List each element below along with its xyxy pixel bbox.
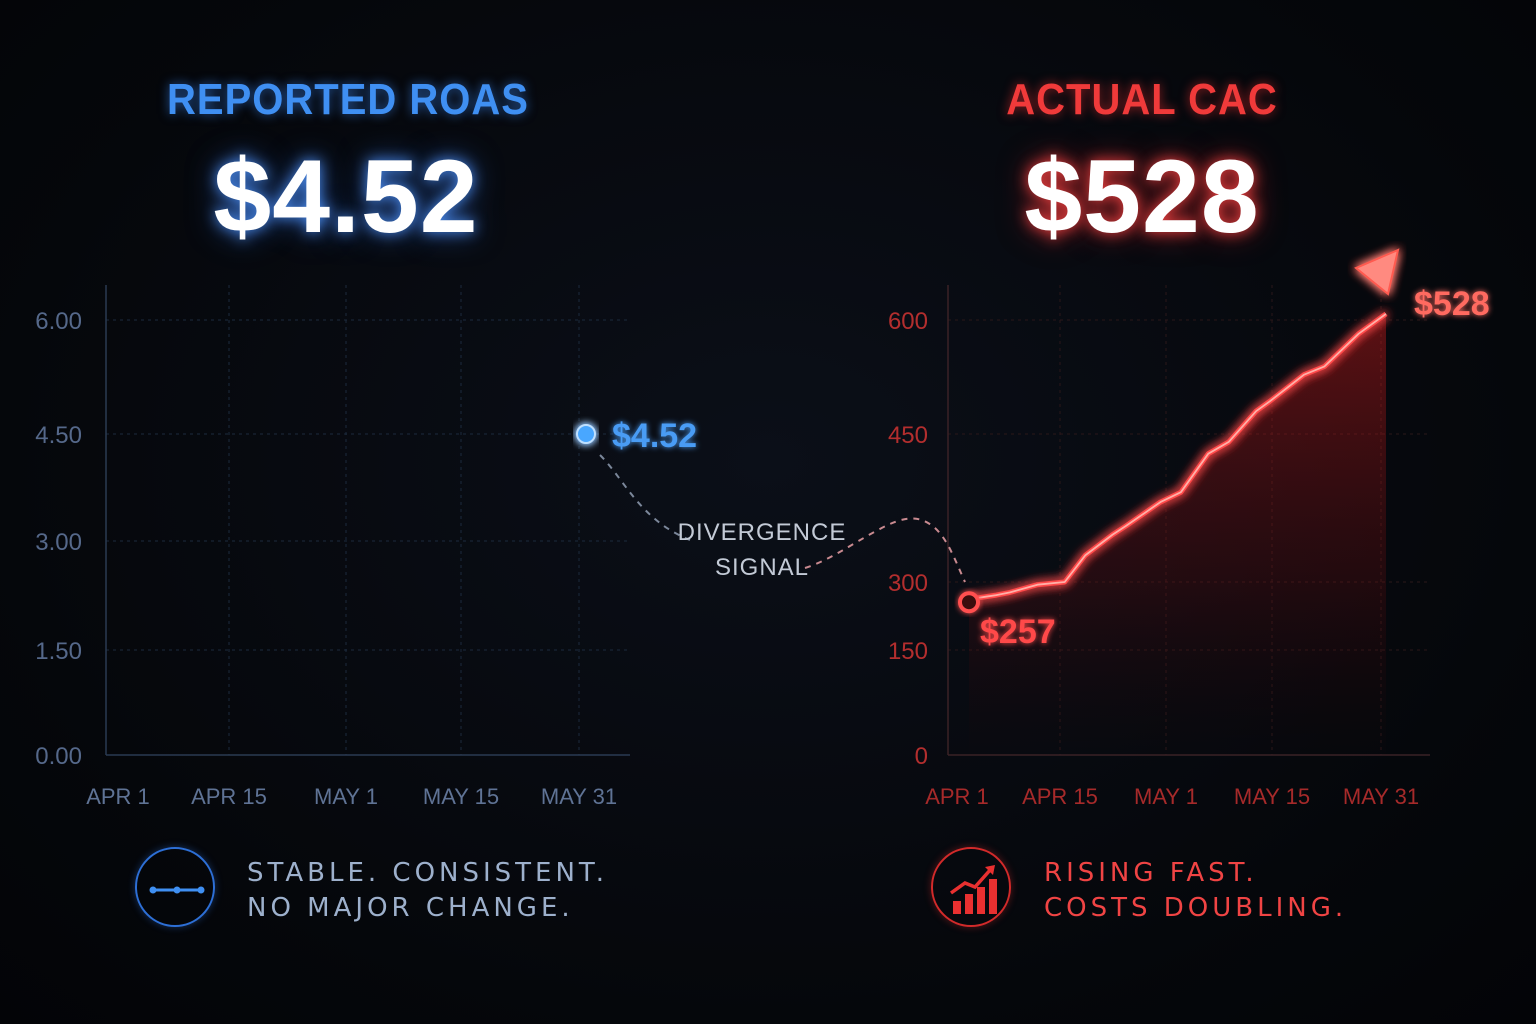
cac-area-fill <box>969 313 1386 755</box>
cac-x-tick-label: MAY 15 <box>1234 784 1310 809</box>
cac-y-tick-label: 150 <box>888 638 928 665</box>
roas-title: REPORTED ROAS <box>167 76 529 124</box>
connector-label-line-2: SIGNAL <box>715 554 809 581</box>
cac-y-tick-label: 600 <box>888 308 928 335</box>
roas-y-tick-label: 6.00 <box>35 308 82 335</box>
cac-arrow-head <box>1354 248 1400 296</box>
roas-x-tick-label: APR 15 <box>191 784 267 809</box>
connector-dash-right <box>804 517 966 583</box>
roas-y-tick-label: 1.50 <box>35 638 82 665</box>
roas-footer-line-1: STABLE. CONSISTENT. <box>247 858 608 888</box>
roas-y-tick-label: 0.00 <box>35 743 82 770</box>
roas-x-tick-label: MAY 15 <box>423 784 499 809</box>
roas-big-value: $4.52 <box>213 139 479 255</box>
roas-footer: STABLE. CONSISTENT. NO MAJOR CHANGE. <box>247 856 608 926</box>
cac-y-tick-label: 0 <box>915 743 928 770</box>
roas-footer-line-2: NO MAJOR CHANGE. <box>247 893 574 923</box>
cac-start-label: $257 <box>980 613 1056 651</box>
cac-y-tick-label: 450 <box>888 422 928 449</box>
cac-x-tick-label: APR 15 <box>1022 784 1098 809</box>
cac-chart: 0 150 300 450 600 APR 1 APR 15 MAY 1 MAY 15 MAY 3… <box>888 248 1490 809</box>
cac-x-tick-label: APR 1 <box>925 784 989 809</box>
cac-x-tick-label: MAY 1 <box>1134 784 1198 809</box>
cac-series-line-core <box>968 313 1387 601</box>
roas-x-tick-label: MAY 1 <box>314 784 378 809</box>
divergence-connector: DIVERGENCE SIGNAL <box>599 454 966 583</box>
roas-y-tick-label: 4.50 <box>35 422 82 449</box>
connector-label-line-1: DIVERGENCE <box>678 519 847 546</box>
roas-x-tick-label: APR 1 <box>86 784 150 809</box>
connector-dash-left <box>599 454 691 541</box>
roas-x-tick-label: MAY 31 <box>541 784 617 809</box>
cac-start-point <box>958 591 980 614</box>
roas-chart: 0.00 1.50 3.00 4.50 6.00 APR 1 APR 15 MAY 1 MAY … <box>35 285 697 809</box>
roas-end-label: $4.52 <box>612 417 697 455</box>
roas-end-point <box>576 424 596 444</box>
cac-footer-line-1: RISING FAST. <box>1044 858 1258 888</box>
cac-x-tick-label: MAY 31 <box>1343 784 1419 809</box>
rising-bar-chart-icon <box>931 847 1011 927</box>
cac-y-tick-label: 300 <box>888 570 928 597</box>
cac-title: ACTUAL CAC <box>1006 76 1278 124</box>
roas-y-tick-label: 3.00 <box>35 529 82 556</box>
cac-footer: RISING FAST. COSTS DOUBLING. <box>1044 856 1347 926</box>
cac-footer-line-2: COSTS DOUBLING. <box>1044 893 1348 923</box>
cac-big-value: $528 <box>1024 139 1260 255</box>
cac-end-label: $528 <box>1414 285 1490 323</box>
flat-line-icon <box>135 847 215 927</box>
